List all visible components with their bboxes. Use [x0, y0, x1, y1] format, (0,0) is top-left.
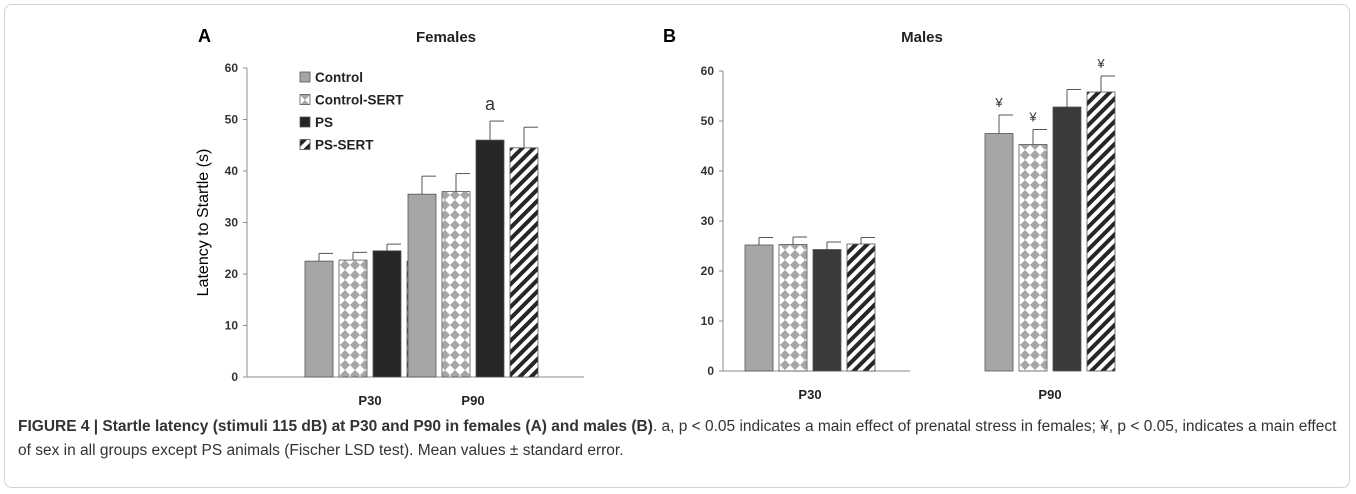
- chart-title: Females: [416, 29, 476, 46]
- x-tick-label: P90: [1038, 387, 1061, 402]
- y-tick-label: 10: [225, 319, 239, 333]
- figure-caption: FIGURE 4 | Startle latency (stimuli 115 …: [18, 415, 1338, 463]
- y-tick-label: 60: [701, 64, 715, 78]
- bar-control: [304, 260, 334, 378]
- bar-control-sert: [338, 259, 368, 378]
- bar-ps-sert: [509, 147, 539, 378]
- x-tick-label: P30: [798, 387, 821, 402]
- bar-control-sert: [778, 244, 808, 372]
- legend-label: Control: [315, 70, 363, 85]
- panel-label: A: [198, 26, 211, 46]
- chart-panel-b: B Males 0 10 20 30 40 50 60 P30 P90 ¥ ¥ ¥: [663, 26, 1116, 402]
- figure-frame: [4, 4, 1350, 488]
- bar-control: [984, 133, 1014, 372]
- x-tick-label: P30: [358, 393, 381, 408]
- legend-label: Control-SERT: [315, 93, 404, 108]
- chart-panel-a: A Females 0 10 20 30 40 50 60 Latency to Startle …: [195, 26, 584, 408]
- y-tick-label: 20: [701, 264, 715, 278]
- legend-swatch: [299, 71, 311, 83]
- bar-ps: [812, 249, 842, 372]
- y-tick-label: 50: [701, 114, 715, 128]
- bar-control: [407, 193, 437, 378]
- y-tick-label: 40: [225, 164, 239, 178]
- figure-charts: A Females 0 10 20 30 40 50 60 Latency to Startle …: [195, 26, 1116, 408]
- bar-ps-sert: [846, 243, 876, 372]
- bar-control-sert: [1018, 144, 1048, 372]
- bar-control-sert: [441, 191, 471, 378]
- legend-swatch: [299, 139, 311, 150]
- significance-marker: ¥: [1096, 56, 1105, 71]
- y-tick-label: 0: [707, 364, 714, 378]
- x-tick-label: P90: [461, 393, 484, 408]
- y-tick-label: 50: [225, 113, 239, 127]
- legend-swatch: [299, 116, 311, 128]
- significance-marker: ¥: [1028, 110, 1037, 125]
- y-tick-label: 40: [701, 164, 715, 178]
- y-axis-label: Latency to Startle (s): [195, 149, 212, 297]
- caption-bold: FIGURE 4 | Startle latency (stimuli 115 …: [18, 418, 653, 435]
- bar-control: [744, 244, 774, 372]
- y-tick-label: 20: [225, 267, 239, 281]
- legend-swatch: [299, 94, 311, 105]
- chart-title: Males: [901, 29, 943, 46]
- legend-label: PS-SERT: [315, 138, 374, 153]
- y-tick-label: 30: [225, 216, 239, 230]
- legend-label: PS: [315, 115, 333, 130]
- caption-rest: . a, p < 0.05 indicates a main effect of…: [18, 418, 1337, 459]
- bar-ps-sert: [1086, 91, 1116, 372]
- bar-ps: [1052, 106, 1082, 372]
- y-tick-label: 10: [701, 314, 715, 328]
- panel-label: B: [663, 26, 676, 46]
- bar-ps: [475, 139, 505, 378]
- y-tick-label: 0: [231, 370, 238, 384]
- bar-ps: [372, 250, 402, 378]
- significance-marker: ¥: [994, 95, 1003, 110]
- y-tick-label: 30: [701, 214, 715, 228]
- y-tick-label: 60: [225, 61, 239, 75]
- significance-annotation: a: [485, 94, 496, 114]
